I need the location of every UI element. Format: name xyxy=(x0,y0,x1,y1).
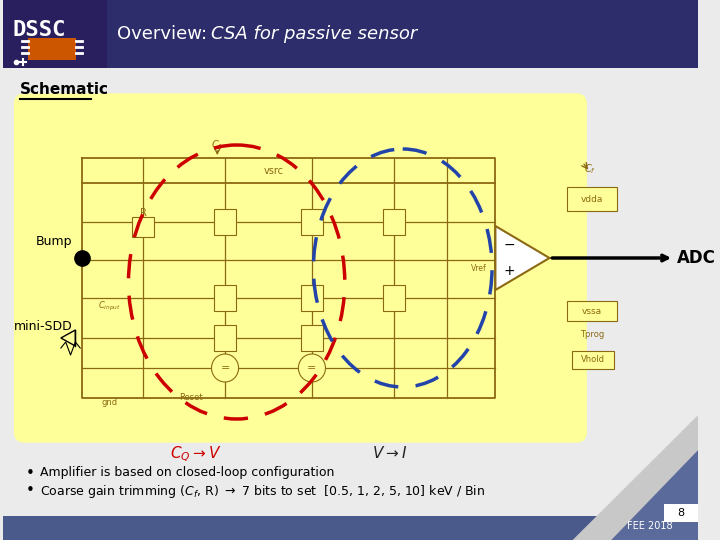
FancyBboxPatch shape xyxy=(567,187,617,211)
FancyBboxPatch shape xyxy=(3,516,698,540)
FancyBboxPatch shape xyxy=(383,285,405,311)
FancyBboxPatch shape xyxy=(383,209,405,235)
FancyBboxPatch shape xyxy=(132,217,153,237)
Text: $C_f$: $C_f$ xyxy=(211,138,223,152)
FancyBboxPatch shape xyxy=(28,38,76,60)
Text: FEE 2018: FEE 2018 xyxy=(627,521,672,531)
Text: −: − xyxy=(503,238,515,252)
Text: CSA for passive sensor: CSA for passive sensor xyxy=(210,25,417,43)
Text: •: • xyxy=(26,483,35,498)
Text: 8: 8 xyxy=(678,508,684,518)
Text: Coarse gain trimming ($C_f$, R) $\rightarrow$ 7 bits to set  [0.5, 1, 2, 5, 10] : Coarse gain trimming ($C_f$, R) $\righta… xyxy=(40,483,485,500)
Text: vdda: vdda xyxy=(581,194,603,204)
Text: Vref: Vref xyxy=(471,264,487,273)
FancyBboxPatch shape xyxy=(215,285,235,311)
Circle shape xyxy=(298,354,325,382)
FancyBboxPatch shape xyxy=(572,351,614,369)
Text: Tprog: Tprog xyxy=(580,330,604,339)
FancyBboxPatch shape xyxy=(215,325,235,351)
FancyBboxPatch shape xyxy=(301,325,323,351)
FancyBboxPatch shape xyxy=(14,94,586,442)
FancyBboxPatch shape xyxy=(301,285,323,311)
FancyBboxPatch shape xyxy=(301,209,323,235)
Text: ADC: ADC xyxy=(677,249,716,267)
FancyBboxPatch shape xyxy=(665,504,698,522)
Text: $C_Q \rightarrow V$: $C_Q \rightarrow V$ xyxy=(171,445,222,464)
Text: Schematic: Schematic xyxy=(20,82,109,97)
FancyBboxPatch shape xyxy=(3,0,698,68)
Text: Vhold: Vhold xyxy=(581,355,605,364)
Text: •: • xyxy=(26,466,35,481)
Text: DSSC: DSSC xyxy=(13,20,66,40)
Polygon shape xyxy=(572,415,698,540)
Text: Amplifier is based on closed-loop configuration: Amplifier is based on closed-loop config… xyxy=(40,466,334,479)
FancyBboxPatch shape xyxy=(215,209,235,235)
Polygon shape xyxy=(611,450,698,540)
Text: gnd: gnd xyxy=(101,398,117,407)
Text: mini-SDD: mini-SDD xyxy=(14,320,73,333)
Text: $V \rightarrow I$: $V \rightarrow I$ xyxy=(372,445,407,461)
Text: =: = xyxy=(220,363,230,373)
Text: +: + xyxy=(503,264,515,278)
Text: Bump: Bump xyxy=(36,235,73,248)
Circle shape xyxy=(212,354,238,382)
Text: vsrc: vsrc xyxy=(264,166,283,176)
Text: vssa: vssa xyxy=(582,307,602,315)
Polygon shape xyxy=(495,226,549,290)
Text: Overview:: Overview: xyxy=(117,25,213,43)
FancyBboxPatch shape xyxy=(3,0,107,68)
Text: Reset: Reset xyxy=(179,393,203,402)
Text: R: R xyxy=(140,208,146,218)
Text: $C_{input}$: $C_{input}$ xyxy=(98,300,121,313)
FancyBboxPatch shape xyxy=(567,301,617,321)
Text: =: = xyxy=(307,363,317,373)
Text: $C_f$: $C_f$ xyxy=(584,162,596,176)
